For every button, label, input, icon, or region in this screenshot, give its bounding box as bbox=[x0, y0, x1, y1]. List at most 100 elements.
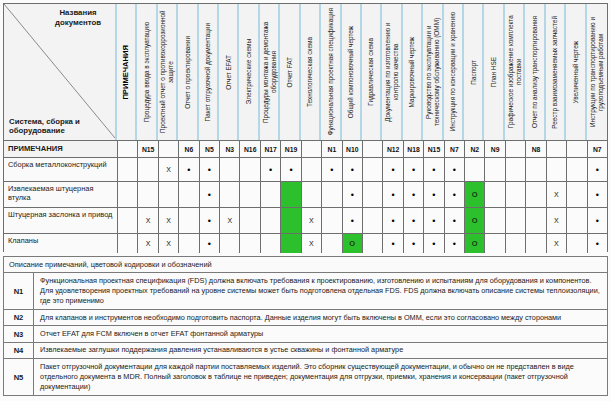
data-cell-r3-c22: X bbox=[546, 207, 566, 233]
legend-note-id-N4: N4 bbox=[4, 342, 34, 358]
data-cell-r4-c23 bbox=[566, 233, 586, 253]
data-cell-r3-c12: • bbox=[342, 207, 362, 233]
column-header-19: План HSE bbox=[484, 4, 504, 140]
data-cell-r1-c4: • bbox=[178, 157, 198, 181]
column-header-label: Отчет по анализу транспортирования bbox=[531, 16, 539, 128]
data-cell-r2-c21 bbox=[525, 181, 545, 207]
data-cell-r4-c20 bbox=[505, 233, 525, 253]
data-cell-r4-c11 bbox=[321, 233, 341, 253]
data-cell-r4-c3: X bbox=[158, 233, 178, 253]
data-cell-r1-c11: • bbox=[321, 157, 341, 181]
legend-note-id-N3: N3 bbox=[4, 325, 34, 341]
note-ref-cell-23 bbox=[566, 140, 586, 157]
data-cell-r3-c23 bbox=[566, 207, 586, 233]
column-header-label: Графическое изображение комплекта постав… bbox=[507, 8, 522, 136]
legend-note-text-N3: Отчет EFAT для FCM включен в отчет EFAT … bbox=[34, 325, 607, 341]
legend-notes-table: N1Функциональная проектная спецификация … bbox=[3, 273, 608, 396]
column-header-1: ПРИМЕЧАНИЯ bbox=[117, 4, 137, 140]
note-ref-cell-6: N3 bbox=[219, 140, 239, 157]
notes-row-label: ПРИМЕЧАНИЯ bbox=[4, 140, 117, 157]
data-cell-r2-c2 bbox=[137, 181, 157, 207]
deliverables-matrix-table: Названия документовСистема, сборка и обо… bbox=[3, 3, 608, 252]
data-cell-r4-c18: O bbox=[464, 233, 484, 253]
legend-title: Описание примечаний, цветовой кодировки … bbox=[3, 256, 608, 273]
data-cell-r1-c15: • bbox=[403, 157, 423, 181]
data-cell-r1-c5: • bbox=[199, 157, 219, 181]
note-ref-cell-4: N6 bbox=[178, 140, 198, 157]
data-cell-r2-c23 bbox=[566, 181, 586, 207]
matrix-corner-cell: Названия документовСистема, сборка и обо… bbox=[4, 4, 117, 140]
data-cell-r2-c19 bbox=[484, 181, 504, 207]
data-cell-r2-c22: X bbox=[546, 181, 566, 207]
column-header-3: Проектный отчет о противокоррозионной за… bbox=[158, 4, 178, 140]
column-header-label: Пакет отгрузочной документации bbox=[204, 23, 212, 121]
data-cell-r4-c5: • bbox=[199, 233, 219, 253]
column-header-10: Технологическая схема bbox=[301, 4, 321, 140]
note-ref-cell-17: N7 bbox=[444, 140, 464, 157]
data-cell-r2-c15: • bbox=[403, 181, 423, 207]
data-cell-r3-c10: X bbox=[301, 207, 321, 233]
data-cell-r2-c13 bbox=[362, 181, 382, 207]
data-cell-r1-c2 bbox=[137, 157, 157, 181]
column-header-20: Графическое изображение комплекта постав… bbox=[505, 4, 525, 140]
legend-note-id-N2: N2 bbox=[4, 309, 34, 325]
column-header-label: Инструкции по транспортированию и грузоп… bbox=[589, 8, 604, 136]
data-cell-r3-c1 bbox=[117, 207, 137, 233]
data-cell-r1-c3: X bbox=[158, 157, 178, 181]
column-header-8: Процедуры монтажа и демонтажа оборудован… bbox=[260, 4, 280, 140]
column-header-24: Инструкции по транспортированию и грузоп… bbox=[587, 4, 607, 140]
column-header-label: Увеличенный чертеж bbox=[572, 41, 580, 103]
data-cell-r4-c8 bbox=[260, 233, 280, 253]
column-header-7: Электрические схемы bbox=[239, 4, 259, 140]
data-cell-r2-c11 bbox=[321, 181, 341, 207]
column-header-label: Реестр взаимозаменяемых запчастей bbox=[551, 16, 559, 129]
data-cell-r4-c24: • bbox=[587, 233, 607, 253]
data-cell-r1-c12: • bbox=[342, 157, 362, 181]
legend-note-text-N5: Пакет отгрузочной документации для каждо… bbox=[34, 358, 607, 395]
data-cell-r3-c6: X bbox=[219, 207, 239, 233]
data-cell-r2-c10 bbox=[301, 181, 321, 207]
data-cell-r4-c7 bbox=[239, 233, 259, 253]
data-cell-r1-c22 bbox=[546, 157, 566, 181]
data-cell-r4-c17: • bbox=[444, 233, 464, 253]
note-ref-cell-18: N2 bbox=[464, 140, 484, 157]
data-cell-r1-c18 bbox=[464, 157, 484, 181]
data-cell-r2-c17: • bbox=[444, 181, 464, 207]
row-label-2: Извлекаемая штуцерная втулка bbox=[4, 181, 117, 207]
column-header-label: Общий компоновочный чертеж bbox=[347, 26, 355, 118]
data-cell-r4-c21 bbox=[525, 233, 545, 253]
data-cell-r4-c16: • bbox=[423, 233, 443, 253]
corner-label-document-names: Названия документов bbox=[42, 8, 114, 27]
data-cell-r1-c8: • bbox=[260, 157, 280, 181]
column-header-6: Отчет EFAT bbox=[219, 4, 239, 140]
data-cell-r4-c6 bbox=[219, 233, 239, 253]
data-cell-r3-c5: • bbox=[199, 207, 219, 233]
note-ref-cell-9: N19 bbox=[280, 140, 300, 157]
data-cell-r2-c14: • bbox=[382, 181, 402, 207]
note-ref-cell-15: N18 bbox=[403, 140, 423, 157]
column-header-label: Гидравлическая схема bbox=[367, 38, 375, 106]
data-cell-r2-c4 bbox=[178, 181, 198, 207]
note-ref-cell-3 bbox=[158, 140, 178, 157]
data-cell-r4-c15: • bbox=[403, 233, 423, 253]
data-cell-r2-c5: • bbox=[199, 181, 219, 207]
data-cell-r4-c10: X bbox=[301, 233, 321, 253]
data-cell-r2-c12: • bbox=[342, 181, 362, 207]
note-ref-cell-12: N10 bbox=[342, 140, 362, 157]
data-cell-r2-c16: • bbox=[423, 181, 443, 207]
data-cell-r2-c9 bbox=[280, 181, 300, 207]
data-cell-r3-c17: • bbox=[444, 207, 464, 233]
data-cell-r1-c16: • bbox=[423, 157, 443, 181]
row-label-1: Сборка металлоконструкций bbox=[4, 157, 117, 181]
note-ref-cell-20 bbox=[505, 140, 525, 157]
data-cell-r3-c18: O bbox=[464, 207, 484, 233]
data-cell-r3-c16: • bbox=[423, 207, 443, 233]
data-cell-r1-c19 bbox=[484, 157, 504, 181]
data-cell-r1-c24: • bbox=[587, 157, 607, 181]
column-header-16: Руководство по эксплуатации и техническо… bbox=[423, 4, 443, 140]
data-cell-r4-c2: X bbox=[137, 233, 157, 253]
data-cell-r3-c9 bbox=[280, 207, 300, 233]
data-cell-r3-c21 bbox=[525, 207, 545, 233]
data-cell-r4-c14: • bbox=[382, 233, 402, 253]
data-cell-r1-c20 bbox=[505, 157, 525, 181]
